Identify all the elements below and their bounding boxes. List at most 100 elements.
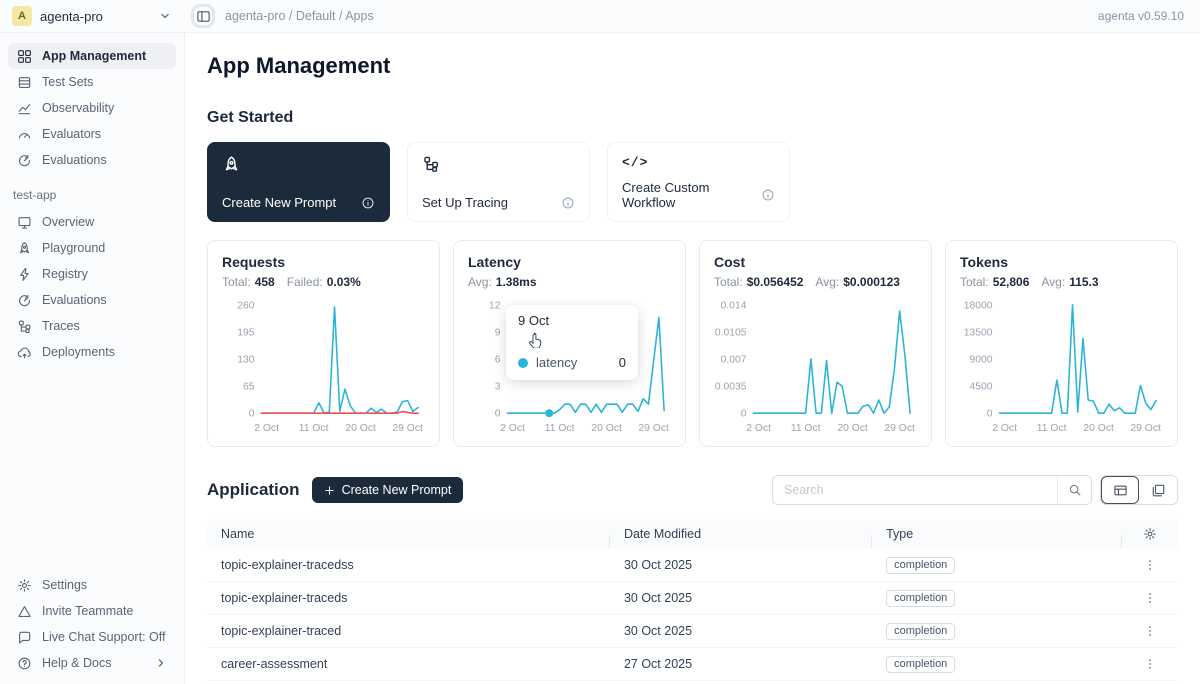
column-header-type[interactable]: Type [872,527,1122,549]
requests-chart-card: Requests Total: 458 Failed: 0.03% 0 65 130 19… [207,240,440,447]
create-custom-workflow-card[interactable]: </> Create Custom Workflow [607,142,790,222]
sidebar-item-test-sets[interactable]: Test Sets [8,69,176,95]
row-more-button[interactable] [1122,620,1178,642]
svg-text:130: 130 [237,354,254,365]
sidebar-item-playground[interactable]: Playground [8,235,176,261]
workspace-avatar: A [12,6,32,26]
requests-chart[interactable]: 0 65 130 195 260 2 Oct 11 Oct 20 Oct 29 Oct [222,293,425,441]
sidebar-item-deployments[interactable]: Deployments [8,339,176,365]
search-box [772,475,1092,505]
sidebar-item-observability[interactable]: Observability [8,95,176,121]
app-date: 27 Oct 2025 [623,657,693,671]
chart-title: Tokens [960,254,1008,270]
app-version: agenta v0.59.10 [1097,9,1184,23]
table-header: Name Date Modified Type [207,519,1178,549]
table-row[interactable]: topic-explainer-traceds 30 Oct 2025 comp… [207,582,1178,615]
svg-text:65: 65 [243,382,255,393]
test-sets-icon [17,75,32,90]
chart-title: Requests [222,254,286,270]
svg-text:2 Oct: 2 Oct [992,423,1017,434]
get-started-cards: Create New Prompt Set Up Tracing </> Cre… [207,142,1178,222]
svg-text:29 Oct: 29 Oct [884,423,915,434]
card-label: Set Up Tracing [422,195,508,210]
sidebar-item-settings[interactable]: Settings [8,572,176,598]
sidebar-toggle-button[interactable] [191,4,215,28]
cloud-icon [17,345,32,360]
svg-text:20 Oct: 20 Oct [591,423,622,434]
chart-stat: Total: 52,806 [960,275,1030,289]
latency-chart-card: Latency Avg: 1.38ms 0 3 6 9 12 2 Oct 11 Oct 20 O… [453,240,686,447]
cursor-pointer-icon [528,332,543,348]
table-row[interactable]: topic-explainer-traced 30 Oct 2025 compl… [207,615,1178,648]
create-new-prompt-button[interactable]: Create New Prompt [311,477,464,503]
search-icon [1068,483,1082,497]
tokens-chart-card: Tokens Total: 52,806 Avg: 115.3 0 4500 9000 1… [945,240,1178,447]
column-header-name[interactable]: Name [207,527,610,549]
svg-text:20 Oct: 20 Oct [345,423,376,434]
tooltip-value: 0 [618,355,626,370]
workspace-selector[interactable]: A agenta-pro [0,6,185,26]
create-new-prompt-card[interactable]: Create New Prompt [207,142,390,222]
sidebar-item-overview[interactable]: Overview [8,209,176,235]
sidebar-item-label: Traces [42,319,80,333]
svg-text:0: 0 [495,409,501,420]
sidebar-item-evaluators[interactable]: Evaluators [8,121,176,147]
info-icon[interactable] [361,196,375,210]
table-row[interactable]: topic-explainer-tracedss 30 Oct 2025 com… [207,549,1178,582]
set-up-tracing-card[interactable]: Set Up Tracing [407,142,590,222]
sidebar-item-evaluations-app[interactable]: Evaluations [8,287,176,313]
sidebar-item-traces[interactable]: Traces [8,313,176,339]
search-input[interactable] [773,476,1057,504]
svg-text:29 Oct: 29 Oct [638,423,669,434]
triangle-icon [17,604,32,619]
svg-text:0: 0 [987,409,993,420]
workspace-name: agenta-pro [40,8,103,24]
sidebar-item-help-docs[interactable]: Help & Docs [8,650,176,676]
app-name: topic-explainer-traced [221,624,342,638]
svg-text:11 Oct: 11 Oct [1037,423,1067,434]
sidebar-item-invite-teammate[interactable]: Invite Teammate [8,598,176,624]
info-icon[interactable] [561,196,575,210]
lightning-icon [17,267,32,282]
card-view-icon [1151,483,1166,498]
row-more-button[interactable] [1122,587,1178,609]
table-row[interactable]: career-assessment 27 Oct 2025 completion [207,648,1178,681]
sidebar-item-evaluations[interactable]: Evaluations [8,147,176,173]
cost-chart[interactable]: 0 0.0035 0.007 0.0105 0.014 2 Oct 11 Oct 20 Oct… [714,293,917,441]
app-date: 30 Oct 2025 [623,624,693,638]
svg-text:0.007: 0.007 [721,354,747,365]
application-title: Application [207,480,300,499]
chat-icon [17,630,32,645]
svg-text:0.0105: 0.0105 [715,327,747,338]
app-date: 30 Oct 2025 [623,591,693,605]
sidebar-item-label: Invite Teammate [42,604,134,618]
svg-text:6: 6 [495,354,501,365]
code-icon: </> [622,155,649,170]
sidebar-item-app-management[interactable]: App Management [8,43,176,69]
tree-icon [17,319,32,334]
info-icon[interactable] [761,188,775,202]
breadcrumb[interactable]: agenta-pro / Default / Apps [225,9,374,23]
sidebar-item-registry[interactable]: Registry [8,261,176,287]
line-chart-icon [17,101,32,116]
row-more-button[interactable] [1122,554,1178,576]
table-view-button[interactable] [1101,476,1139,504]
page-title: App Management [207,53,391,78]
column-header-date-modified[interactable]: Date Modified [610,527,873,549]
svg-text:2 Oct: 2 Oct [500,423,525,434]
column-settings-button[interactable] [1122,527,1178,541]
tokens-chart[interactable]: 0 4500 9000 13500 18000 2 Oct 11 Oct 20 Oct 29 O… [960,293,1163,441]
sidebar-item-live-chat[interactable]: Live Chat Support: Off [8,624,176,650]
svg-text:195: 195 [237,327,254,338]
sidebar-item-label: Playground [42,241,106,255]
svg-text:29 Oct: 29 Oct [392,423,423,434]
card-view-button[interactable] [1139,476,1177,504]
search-button[interactable] [1057,476,1091,504]
gauge-icon [17,127,32,142]
chart-title: Cost [714,254,746,270]
sidebar-item-label: App Management [42,49,147,63]
gear-icon [17,578,32,593]
latency-chart[interactable]: 0 3 6 9 12 2 Oct 11 Oct 20 Oct 29 Oct [468,293,671,441]
row-more-button[interactable] [1122,653,1178,675]
sidebar-item-label: Test Sets [42,75,94,89]
